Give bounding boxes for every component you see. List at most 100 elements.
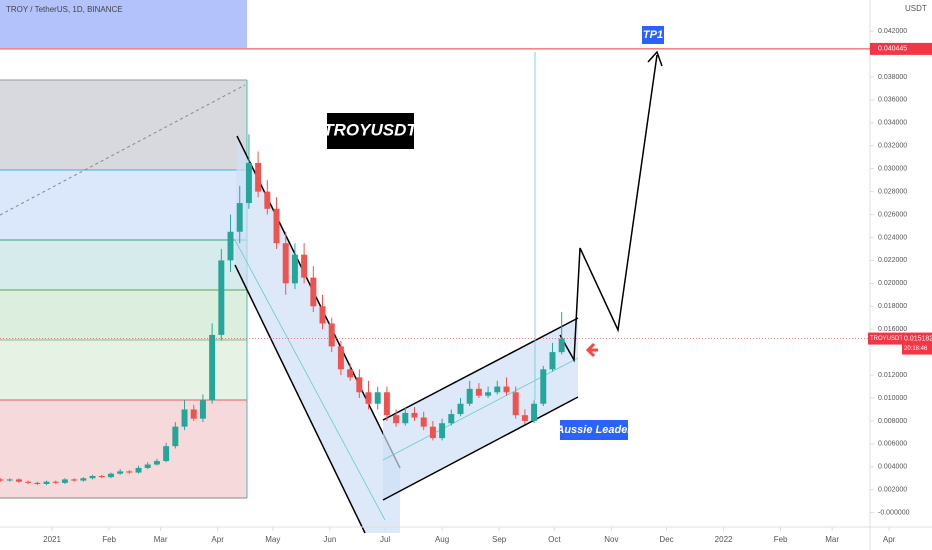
trend-line — [0, 84, 246, 216]
x-tick-label: 2022 — [715, 535, 733, 544]
candle-body — [475, 388, 482, 396]
x-tick-label: Mar — [825, 535, 839, 544]
candle-body — [328, 323, 335, 347]
candle-body — [98, 475, 105, 478]
x-tick-label: Aug — [435, 535, 449, 544]
candle-body — [301, 254, 308, 278]
candle-body — [503, 386, 510, 393]
y-tick-label: 0.022000 — [878, 257, 907, 264]
candle-body — [43, 481, 50, 485]
candle-body — [411, 412, 418, 418]
candle-body — [153, 461, 160, 465]
y-tick-label: 0.012000 — [878, 372, 907, 379]
candle-body — [310, 277, 317, 307]
projection-path — [559, 54, 658, 363]
candle-body — [291, 254, 298, 284]
author-annotation: Aussie Leader — [555, 424, 632, 436]
candle-body — [209, 334, 216, 401]
x-tick-label: Nov — [604, 535, 618, 544]
candle-body — [319, 306, 326, 324]
candle-body — [144, 464, 151, 468]
candle-body — [172, 426, 179, 447]
y-tick-label: 0.016000 — [878, 326, 907, 333]
candle-body — [402, 412, 409, 424]
candle-body — [117, 471, 124, 474]
candle-body — [273, 208, 280, 244]
x-tick-label: Apr — [883, 535, 896, 544]
candle-body — [71, 479, 78, 481]
y-tick-label: 0.020000 — [878, 280, 907, 287]
y-tick-label: 0.042000 — [878, 28, 907, 35]
candle-body — [25, 481, 32, 483]
candle-body — [374, 392, 381, 404]
channel-line — [234, 264, 366, 534]
target-marker — [870, 42, 932, 55]
chart-title: TROY / TetherUS, 1D, BINANCE — [6, 5, 123, 14]
price-label: 0.015182 — [904, 335, 932, 342]
y-tick-label: 0.032000 — [878, 143, 907, 150]
symbol-marker-label: TROYUSDT — [870, 336, 903, 342]
candle-body — [494, 386, 501, 393]
candle-body — [512, 392, 519, 416]
candle-body — [448, 414, 455, 424]
x-tick-label: May — [265, 535, 280, 544]
x-tick-label: Jul — [380, 535, 390, 544]
candle-body — [540, 369, 547, 404]
candle-body — [0, 479, 4, 481]
channel-line — [236, 135, 401, 469]
fib-zone — [0, 170, 247, 240]
y-tick-label: 0.006000 — [878, 441, 907, 448]
pointer-arrow — [585, 342, 598, 358]
candle-body — [365, 392, 372, 404]
x-tick-label: Dec — [659, 535, 673, 544]
candle-body — [6, 479, 13, 481]
channel-mid — [234, 239, 386, 521]
target-label: 0.040445 — [878, 46, 907, 53]
candle-body — [107, 473, 114, 478]
candle-body — [163, 446, 170, 462]
y-tick-label: 0.036000 — [878, 97, 907, 104]
candle-body — [558, 338, 565, 353]
candle-body — [126, 471, 133, 473]
y-tick-label: 0.034000 — [878, 120, 907, 127]
y-tick-label: 0.004000 — [878, 464, 907, 471]
candle-body — [264, 191, 271, 209]
candle-body — [282, 243, 289, 284]
candle-body — [337, 346, 344, 370]
candle-body — [457, 403, 464, 415]
candle-body — [34, 482, 41, 485]
y-tick-label: 0.008000 — [878, 418, 907, 425]
symbol-box — [327, 113, 414, 149]
x-tick-label: Oct — [548, 535, 561, 544]
candle-body — [485, 392, 492, 396]
x-tick-label: Mar — [154, 535, 168, 544]
target-box — [642, 26, 664, 44]
fib-zone — [0, 0, 247, 48]
candle-body — [347, 369, 354, 378]
candle-body — [439, 423, 446, 439]
candle-body — [429, 426, 436, 439]
candle-body — [218, 260, 225, 335]
y-tick-label: 0.018000 — [878, 303, 907, 310]
symbol-annotation: TROYUSDT — [323, 120, 418, 139]
fib-zones — [0, 0, 248, 499]
arrow-head — [647, 50, 663, 67]
candle-body — [227, 231, 234, 261]
candle-body — [135, 467, 142, 473]
y-tick-label: 0.024000 — [878, 234, 907, 241]
y-tick-label: 0.028000 — [878, 188, 907, 195]
candle-body — [420, 417, 427, 427]
fib-zone — [0, 290, 247, 340]
target-annotation: TP1 — [643, 29, 663, 41]
candle-body — [383, 392, 390, 416]
candle-body — [61, 479, 68, 483]
symbol-marker — [868, 332, 902, 345]
candle-body — [15, 479, 22, 482]
y-tick-label: -0.000000 — [878, 510, 910, 517]
candle-body — [255, 162, 262, 192]
x-tick-label: Jun — [323, 535, 336, 544]
fib-zone — [0, 340, 247, 400]
candle-body — [52, 481, 59, 483]
x-tick-label: Sep — [492, 535, 507, 544]
